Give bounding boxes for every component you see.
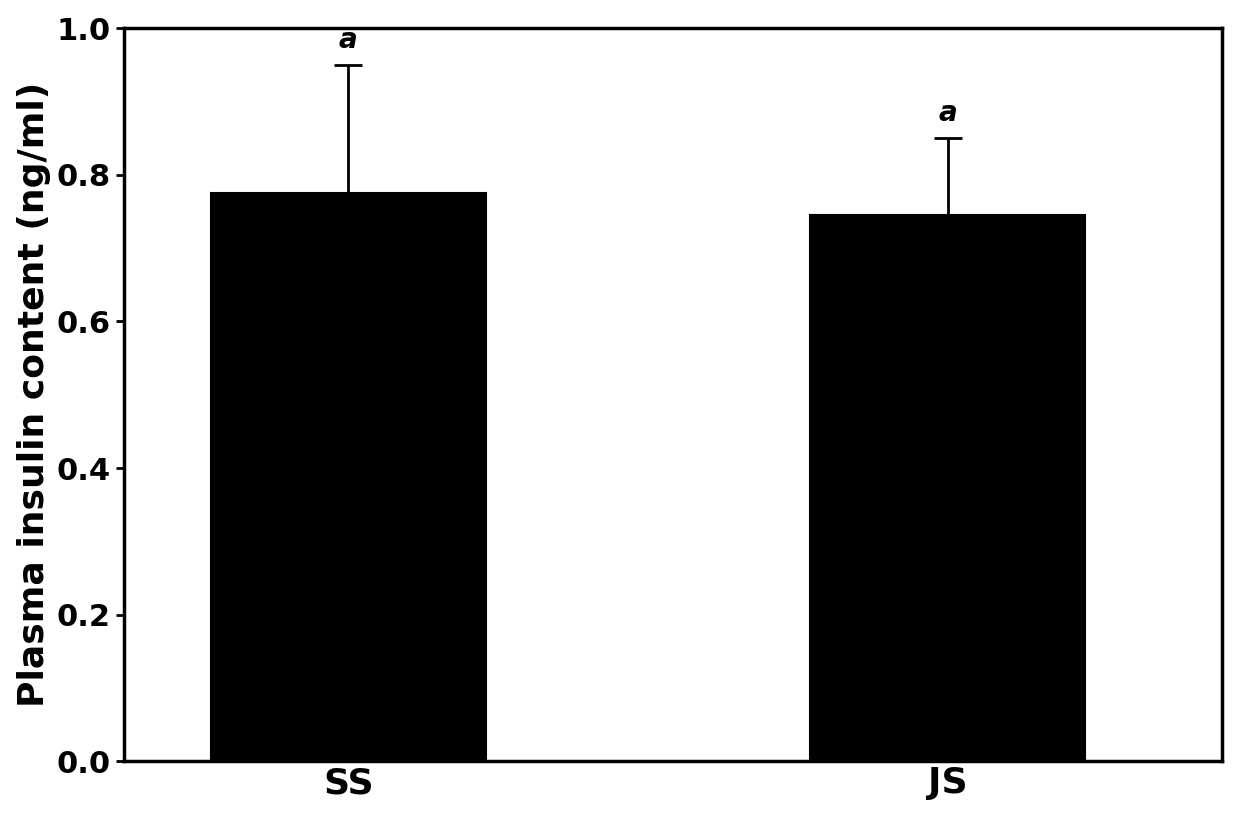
Bar (810, 215, 1085, 761)
Text: a: a (339, 26, 358, 54)
Y-axis label: Plasma insulin content (ng/ml): Plasma insulin content (ng/ml) (16, 83, 51, 708)
Text: a: a (938, 99, 957, 127)
Bar (211, 193, 486, 761)
